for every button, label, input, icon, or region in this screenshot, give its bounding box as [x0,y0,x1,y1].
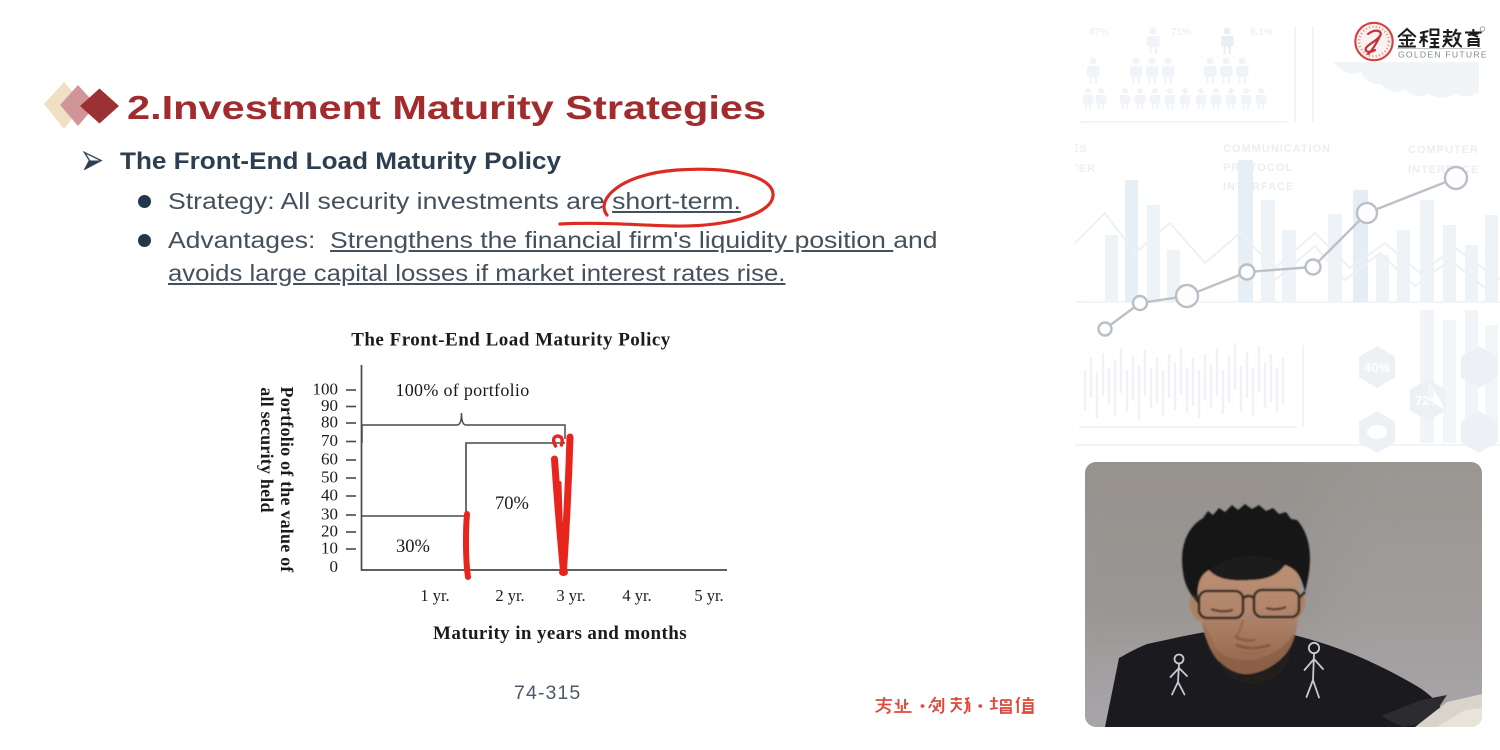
svg-text:100% of portfolio: 100% of portfolio [395,380,529,400]
svg-text:Maturity in years and months: Maturity in years and months [433,623,687,644]
svg-text:90: 90 [321,396,338,415]
svg-text:TER: TER [1075,163,1096,175]
svg-text:40: 40 [321,486,338,505]
svg-text:72%: 72% [1415,393,1441,408]
svg-text:1 yr.: 1 yr. [420,586,449,605]
svg-text:5 yr.: 5 yr. [694,586,723,605]
svg-text:GOLDEN FUTURE: GOLDEN FUTURE [1398,50,1488,60]
svg-text:50: 50 [321,468,338,487]
svg-text:70: 70 [321,431,338,450]
svg-text:30%: 30% [396,537,430,557]
svg-text:ES: ES [1075,143,1088,155]
svg-text:4 yr.: 4 yr. [622,586,651,605]
svg-text:all security held: all security held [257,387,277,512]
svg-text:COMMUNICATION: COMMUNICATION [1223,143,1331,155]
svg-text:PROTOCOL: PROTOCOL [1223,162,1293,174]
svg-text:3 yr.: 3 yr. [556,586,585,605]
svg-text:COMPUTER: COMPUTER [1408,144,1479,156]
svg-text:2 yr.: 2 yr. [495,586,524,605]
svg-text:The Front-End Load Maturity Po: The Front-End Load Maturity Policy [351,330,671,351]
svg-text:0: 0 [330,557,339,576]
svg-text:20: 20 [321,522,338,541]
svg-text:10: 10 [321,539,338,558]
svg-text:9.1%: 9.1% [1250,27,1273,38]
svg-text:70%: 70% [495,494,529,514]
svg-text:30: 30 [321,505,338,524]
svg-text:80: 80 [321,413,338,432]
svg-text:47%: 47% [1089,27,1109,38]
svg-text:40%: 40% [1364,360,1390,375]
svg-text:71%: 71% [1171,27,1191,38]
svg-text:INTERFACE: INTERFACE [1223,181,1294,193]
svg-text:60: 60 [321,450,338,469]
svg-text:100: 100 [313,380,339,399]
svg-text:Portfolio of the value of: Portfolio of the value of [277,387,297,574]
svg-text:INTERFACE: INTERFACE [1408,164,1479,176]
